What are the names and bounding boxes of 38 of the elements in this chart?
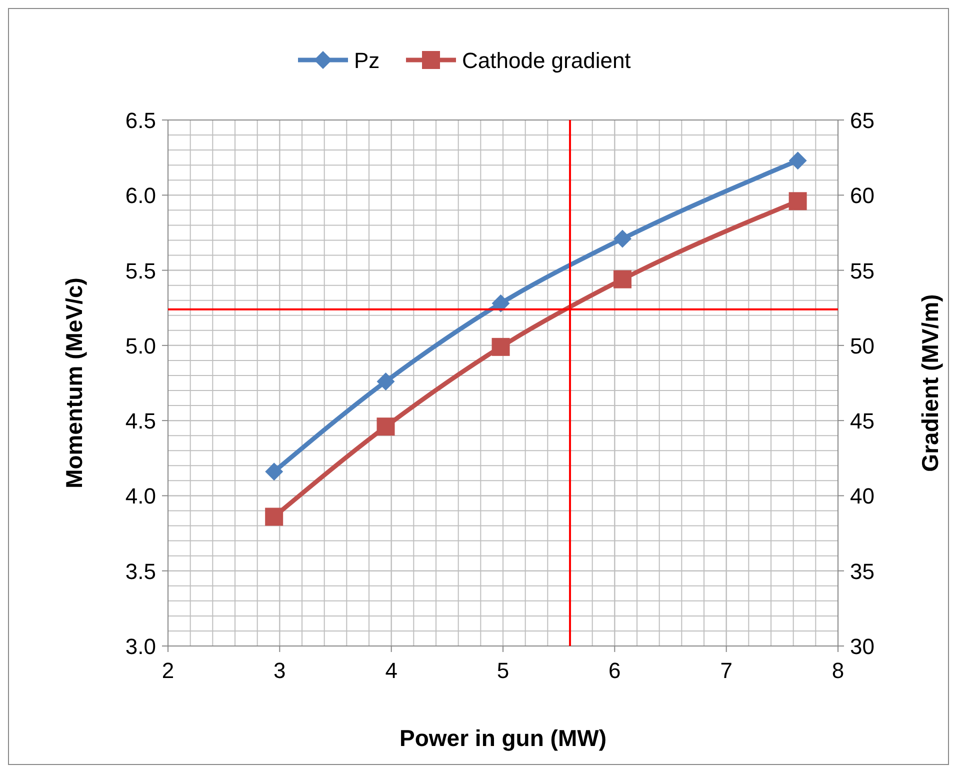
x-tick-label: 4	[385, 658, 398, 683]
y2-tick-label: 30	[850, 634, 874, 659]
point	[492, 294, 510, 312]
point	[613, 230, 632, 248]
y-tick-label: 4.0	[125, 484, 156, 509]
y-tick-label: 4.5	[125, 408, 156, 434]
y-tick-label: 6.0	[125, 183, 156, 208]
y2-tick-label: 40	[850, 484, 874, 509]
y2-tick-label: 35	[850, 558, 874, 584]
point	[376, 372, 395, 390]
point	[788, 192, 807, 210]
x-tick-label: 6	[608, 658, 621, 683]
x-axis-title: Power in gun (MW)	[400, 725, 606, 751]
y-axis-title: Momentum (MeV/c)	[61, 278, 87, 488]
y2-tick-label: 50	[850, 333, 874, 358]
x-tick-label: 8	[832, 658, 844, 683]
y2-tick-label: 65	[850, 108, 874, 133]
point	[265, 508, 284, 526]
point	[788, 152, 807, 170]
point	[265, 462, 284, 481]
y-tick-label: 3.5	[125, 558, 156, 584]
legend-label: Pz	[354, 48, 380, 73]
point	[492, 338, 510, 356]
y2-tick-label: 60	[850, 183, 874, 208]
x-tick-label: 2	[162, 658, 174, 683]
point	[613, 270, 632, 288]
y-tick-label: 3.0	[125, 634, 156, 659]
y2-axis-title: Gradient (MV/m)	[917, 294, 943, 472]
x-tick-label: 3	[274, 658, 286, 683]
point	[376, 418, 395, 436]
x-tick-label: 5	[496, 658, 510, 683]
y2-tick-label: 45	[850, 408, 874, 434]
y-tick-label: 6.5	[125, 108, 156, 133]
y-tick-label: 5.5	[125, 258, 156, 284]
y2-tick-label: 55	[850, 258, 874, 284]
x-tick-label: 7	[720, 658, 732, 683]
y-tick-label: 5.0	[125, 333, 156, 358]
legend-label: Cathode gradient	[462, 48, 631, 73]
